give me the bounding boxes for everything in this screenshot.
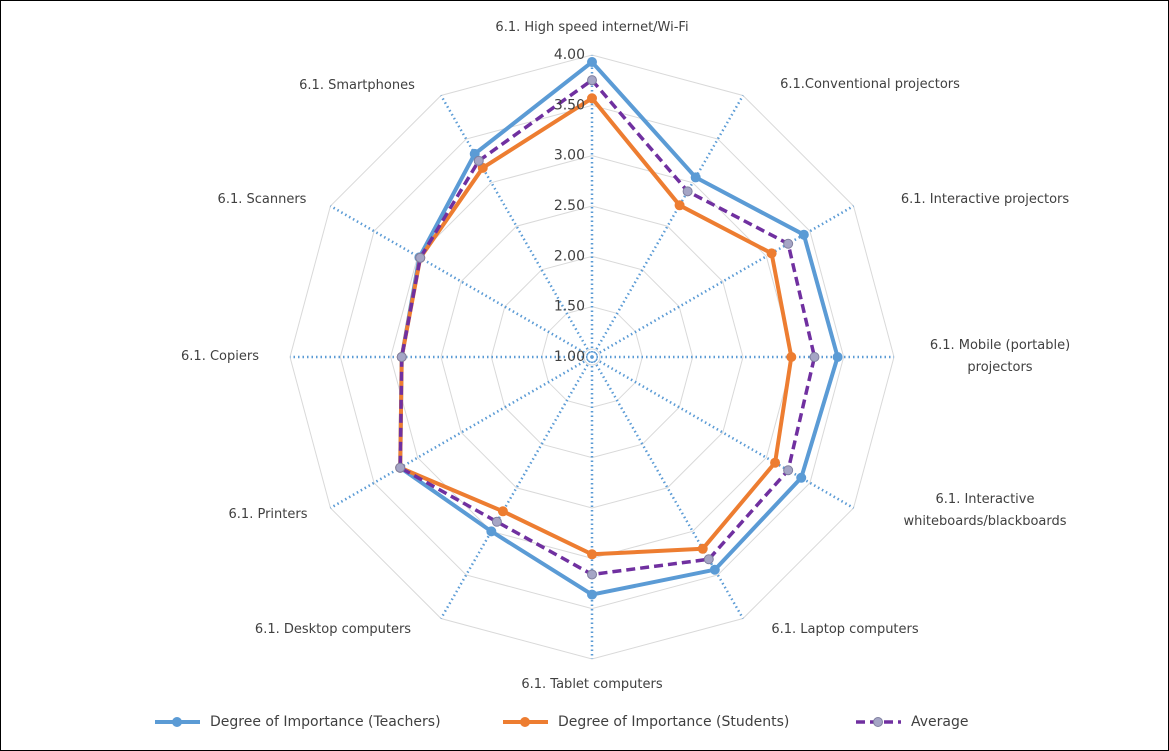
r-tick-label: 2.00 <box>554 248 585 264</box>
center <box>583 348 601 366</box>
series-marker <box>770 457 781 468</box>
r-tick-label: 3.00 <box>554 148 585 164</box>
series-marker <box>587 75 597 86</box>
series-marker <box>587 57 597 68</box>
legend-label: Average <box>911 714 969 730</box>
legend-marker <box>873 717 883 727</box>
series-marker <box>703 554 714 565</box>
series-marker <box>415 252 426 263</box>
category-label: 6.1. Interactive whiteboards/blackboards <box>903 492 1067 529</box>
series-marker <box>766 248 777 259</box>
series-marker <box>832 352 843 362</box>
grid-ring <box>339 104 845 610</box>
spoke <box>329 204 593 359</box>
category-label: 6.1. Laptop computers <box>771 622 919 637</box>
series-marker <box>786 352 797 362</box>
series-marker <box>587 569 597 580</box>
series-marker <box>491 516 502 527</box>
spoke <box>439 356 594 620</box>
legend-label: Degree of Importance (Students) <box>558 714 789 730</box>
series-marker <box>783 238 794 249</box>
series-marker <box>587 589 597 600</box>
series-marker <box>473 155 484 166</box>
category-label: 6.1. Mobile (portable) projectors <box>929 338 1071 375</box>
r-tick-label: 4.00 <box>554 47 585 63</box>
spoke <box>590 356 745 620</box>
series-marker <box>809 352 820 362</box>
series-marker <box>690 172 701 183</box>
legend-label: Degree of Importance (Teachers) <box>210 714 441 730</box>
series-marker <box>798 229 809 240</box>
spoke <box>329 355 593 510</box>
legend-marker <box>520 717 530 727</box>
r-tick-label: 1.00 <box>554 349 585 365</box>
r-tick-label: 1.50 <box>554 299 585 315</box>
spoke <box>591 355 855 510</box>
category-label: 6.1. Copiers <box>181 349 259 364</box>
series-marker <box>697 543 708 554</box>
spoke <box>590 94 745 358</box>
legend-marker <box>172 717 182 727</box>
series-marker <box>587 549 597 560</box>
category-label: 6.1. Printers <box>228 507 308 522</box>
category-label: 6.1. Interactive projectors <box>900 192 1070 207</box>
r-tick-label: 2.50 <box>554 198 585 214</box>
series-marker <box>486 526 497 537</box>
series-marker <box>497 506 508 517</box>
grid-ring <box>490 255 694 459</box>
category-label: 6.1. High speed internet/Wi-Fi <box>495 20 689 35</box>
series-marker <box>395 462 406 473</box>
series-marker <box>709 564 720 575</box>
category-label: 6.1. Smartphones <box>299 78 415 93</box>
series-marker <box>682 186 693 197</box>
category-label: 6.1. Scanners <box>217 192 307 207</box>
category-label: 6.1.Conventional projectors <box>780 77 960 92</box>
category-label: 6.1. Desktop computers <box>254 622 412 637</box>
r-tick-label: 3.50 <box>554 97 585 113</box>
series-marker <box>587 93 597 104</box>
grid-ring <box>440 205 744 509</box>
series-marker <box>796 472 807 483</box>
series-marker <box>396 352 407 362</box>
spoke <box>439 94 594 358</box>
category-label: 6.1. Tablet computers <box>521 677 663 692</box>
spoke <box>591 204 855 359</box>
series-marker <box>783 465 794 476</box>
series-marker <box>674 200 685 211</box>
